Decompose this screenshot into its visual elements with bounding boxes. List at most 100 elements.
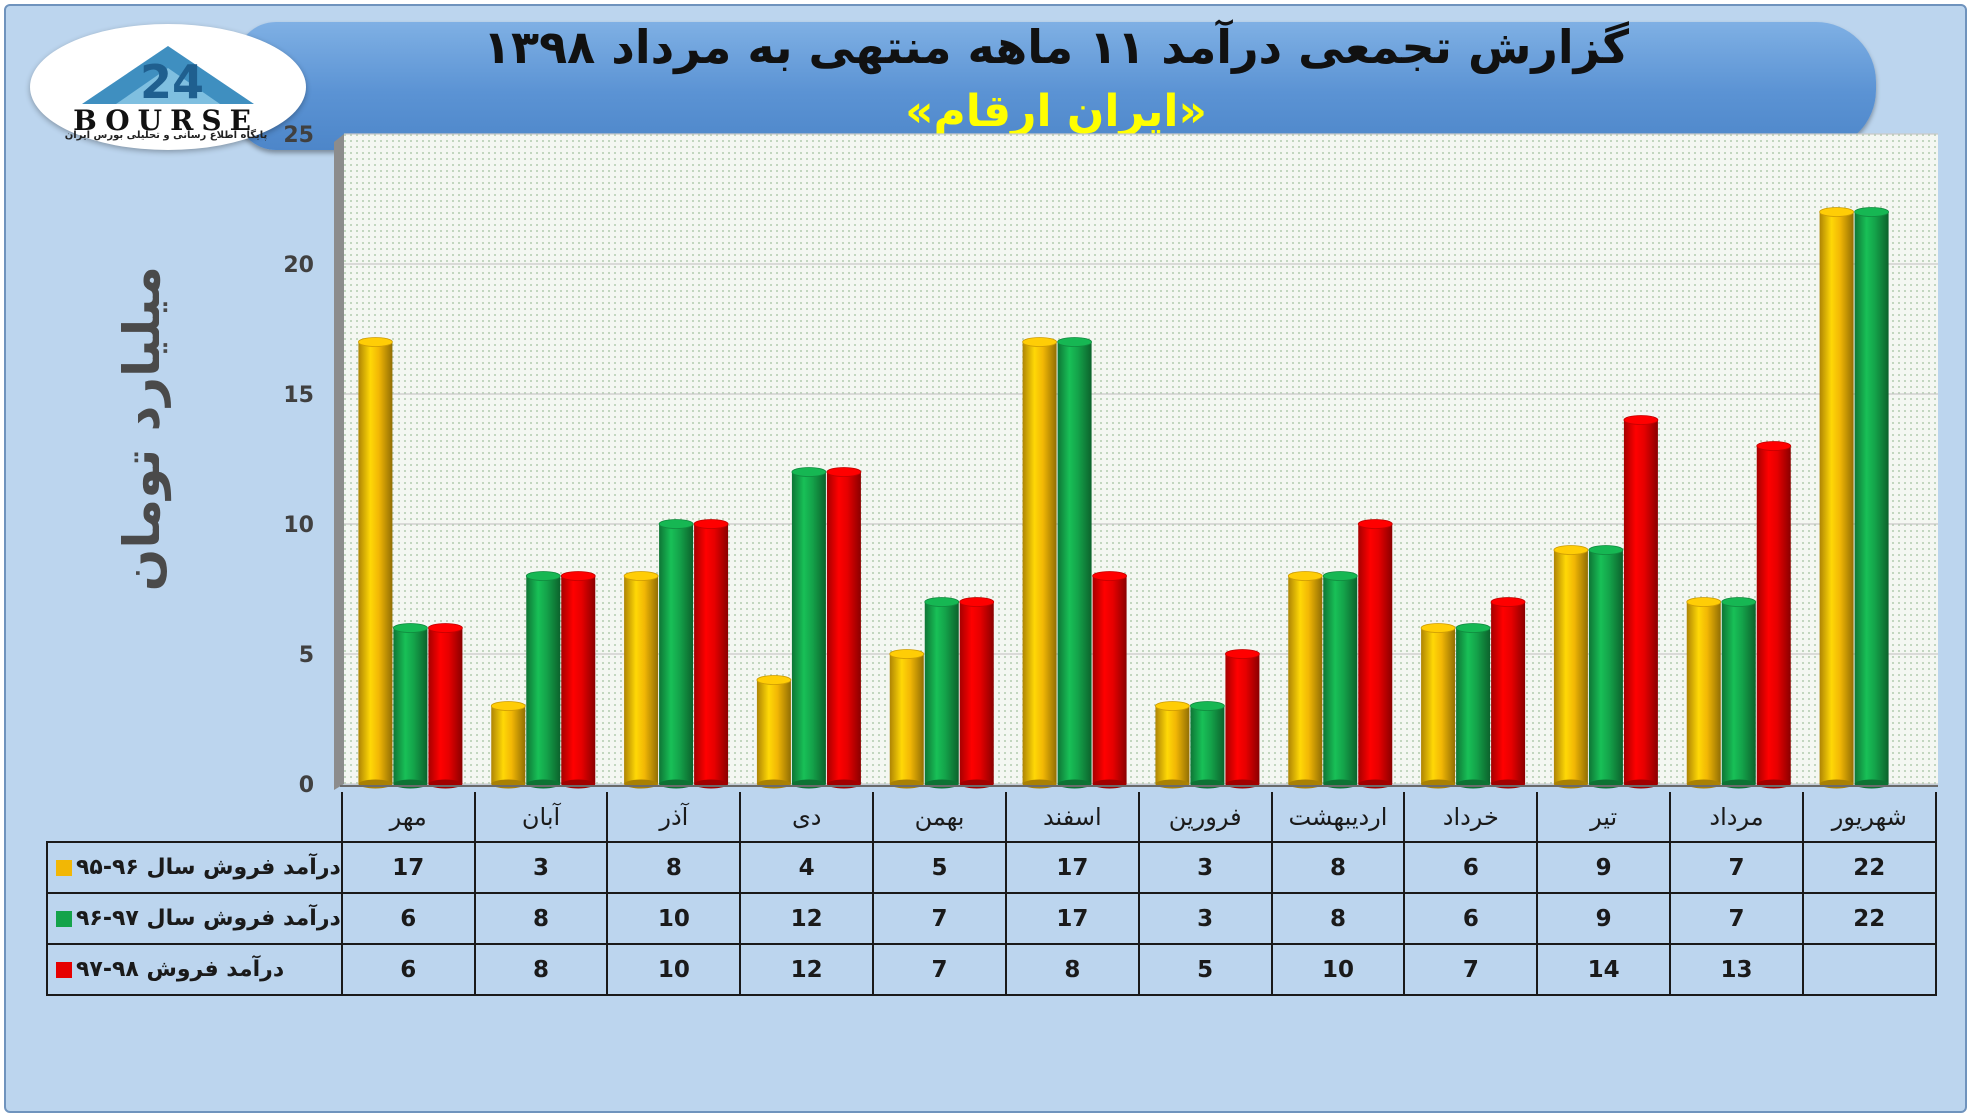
bar-base	[791, 779, 826, 789]
bar	[826, 467, 862, 789]
data-label: 8	[473, 892, 609, 945]
bar	[1756, 441, 1792, 789]
bar-cap	[1155, 701, 1190, 711]
bar-base	[1553, 779, 1588, 789]
bar-body	[924, 602, 959, 784]
bar-base	[1092, 779, 1127, 789]
data-label: 7	[1669, 841, 1804, 894]
bar-base	[561, 779, 596, 789]
data-label: 12	[739, 892, 875, 945]
bar	[393, 623, 428, 789]
bar-cap	[693, 519, 729, 529]
bar-body	[889, 654, 924, 784]
bar-cap	[1756, 441, 1792, 451]
bar-cap	[959, 597, 995, 607]
legend-entry: درآمد فروش سال ۹۶-۹۵	[46, 841, 343, 894]
bar	[1155, 701, 1190, 789]
data-label: 22	[1801, 892, 1937, 945]
x-tick-label: دی	[739, 792, 875, 843]
bar-base	[1756, 779, 1791, 789]
bar-base	[358, 779, 393, 789]
bar-cap	[1623, 415, 1659, 425]
bar-cap	[393, 623, 428, 633]
bar-base	[428, 779, 463, 789]
x-tick-label: اردیبهشت	[1270, 792, 1406, 843]
x-tick-label: آبان	[473, 792, 609, 843]
bar-base	[491, 779, 526, 789]
data-label: 8	[1270, 892, 1406, 945]
data-label: 13	[1669, 943, 1804, 996]
legend-label: درآمد فروش سال ۹۶-۹۵	[76, 855, 341, 880]
legend-swatch	[56, 962, 72, 978]
legend-swatch	[56, 911, 72, 927]
bar-base	[393, 779, 428, 789]
bar-body	[624, 576, 659, 784]
bar-body	[694, 524, 729, 784]
bar	[658, 519, 694, 789]
bar-body	[791, 472, 826, 784]
data-label	[1801, 943, 1937, 996]
legend-label: درآمد فروش ۹۸-۹۷	[76, 957, 285, 982]
bar-base	[1721, 779, 1756, 789]
data-label: 6	[340, 943, 476, 996]
bar-body	[659, 524, 694, 784]
bar-body	[1421, 628, 1456, 784]
x-tick-label: مهر	[340, 792, 476, 843]
bar	[889, 649, 925, 789]
bar	[1854, 207, 1889, 789]
table-row: درآمد فروش سال ۹۷-۹۶ 6 8 10 12 7 17 3 8 6 9 7 22	[46, 892, 1937, 945]
title-banner	[236, 22, 1876, 150]
data-label: 5	[1137, 943, 1273, 996]
bar-cap	[1420, 623, 1456, 633]
svg-text:24: 24	[140, 55, 204, 109]
bar-body	[1623, 420, 1658, 784]
bar-body	[491, 706, 526, 784]
data-label: 9	[1536, 841, 1672, 894]
bar-body	[1358, 524, 1393, 784]
bar-cap	[756, 675, 792, 685]
bar	[1287, 571, 1323, 789]
bar	[1623, 415, 1659, 789]
table-row: درآمد فروش ۹۸-۹۷ 6 8 10 12 7 8 5 10 7 14 13	[46, 943, 1937, 996]
bar-base	[624, 779, 659, 789]
bar	[623, 571, 659, 789]
data-label: 10	[1270, 943, 1406, 996]
bar	[358, 337, 393, 789]
x-tick-label: فرورین	[1137, 792, 1273, 843]
bar-body	[1721, 602, 1756, 784]
bar-cap	[1357, 519, 1393, 529]
data-label: 6	[1403, 892, 1539, 945]
bar	[756, 675, 792, 789]
bar-cap	[1057, 337, 1092, 347]
data-label: 7	[1669, 892, 1804, 945]
bar-cap	[623, 571, 659, 581]
chart-title: گزارش تجمعی درآمد ۱۱ ماهه منتهی به مرداد…	[482, 20, 1630, 74]
y-tick-label: 25	[283, 123, 314, 148]
legend-swatch	[56, 860, 72, 876]
bar-cap	[490, 701, 526, 711]
logo: 24	[30, 24, 306, 150]
bar-base	[1491, 779, 1526, 789]
bar-cap	[889, 649, 925, 659]
bar-body	[1057, 342, 1092, 784]
bar	[1490, 597, 1526, 789]
data-label: 12	[739, 943, 875, 996]
bar-base	[1190, 779, 1225, 789]
bar-cap	[1490, 597, 1526, 607]
y-tick-label: 10	[283, 513, 314, 538]
bar-cap	[1092, 571, 1127, 581]
bar-cap	[358, 337, 393, 347]
bar-base	[526, 779, 561, 789]
bar-body	[1190, 706, 1225, 784]
logo-wordmark: BOURSE	[73, 104, 259, 137]
bar-body	[393, 628, 428, 784]
legend-entry: درآمد فروش ۹۸-۹۷	[46, 943, 343, 996]
bar-body	[1022, 342, 1057, 784]
bar-base	[1288, 779, 1323, 789]
data-label: 3	[1137, 841, 1273, 894]
data-table: مهر آبان آذر دی بهمن اسفند فرورین اردیبهشت خرداد…	[46, 792, 1937, 996]
data-label: 8	[1004, 943, 1140, 996]
bar-cap	[658, 519, 694, 529]
data-label: 9	[1536, 892, 1672, 945]
bar-body	[526, 576, 561, 784]
